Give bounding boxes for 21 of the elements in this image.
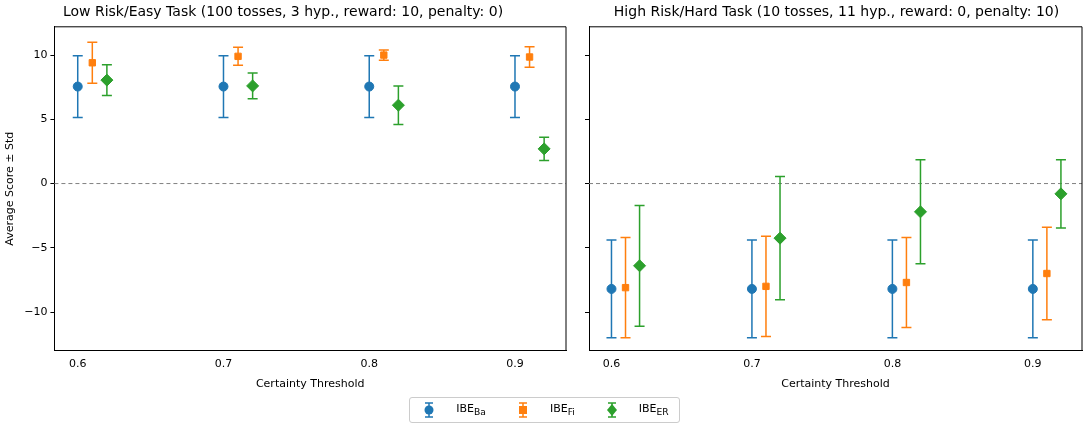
x-tick-label: 0.6 [68,357,87,371]
x-axis-title: Certainty Threshold [781,377,890,391]
legend-label: IBE$_{Ba}$ [456,402,486,418]
x-tick-label: 0.9 [1024,357,1042,371]
y-axis-title: Average Score ± Std [3,131,17,246]
x-tick-label: 0.8 [883,357,902,371]
y-tick-label: 5 [40,112,48,126]
y-tick-label: 10 [33,47,48,61]
x-tick-label: 0.7 [743,357,761,371]
legend-label: IBE$_{Fi}$ [549,402,575,418]
x-tick-label: 0.7 [214,357,233,371]
y-tick-label: −10 [24,304,48,318]
x-tick-label: 0.9 [506,357,524,371]
x-tick-label: 0.8 [360,357,378,371]
x-tick-label: 0.6 [602,357,621,371]
x-axis-title: Certainty Threshold [255,377,365,391]
y-tick-label: −5 [31,240,48,254]
legend-label: IBE$_{ER}$ [638,402,669,418]
y-tick-label: 0 [40,176,48,190]
chart-title: High Risk/Hard Task (10 tosses, 11 hyp., reward: 0, penalty: 10) [613,3,1060,20]
chart-title: Low Risk/Easy Task (100 tosses, 3 hyp., reward: 10, penalty: 0) [62,3,504,20]
